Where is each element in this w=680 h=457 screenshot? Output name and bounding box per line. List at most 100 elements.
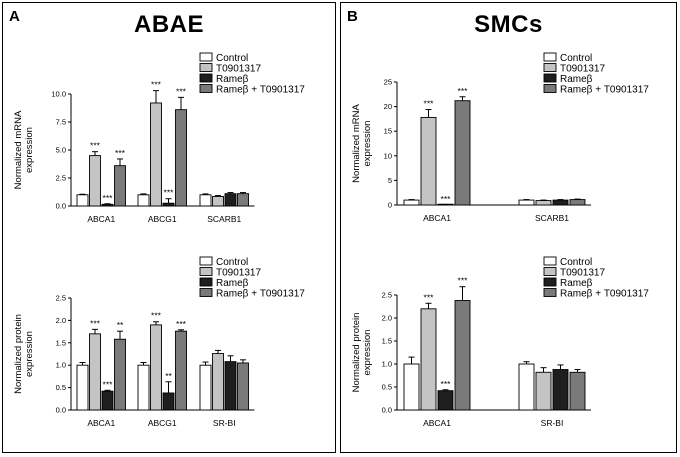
legend-label: Rameβ <box>216 278 249 289</box>
y-tick-label: 20 <box>384 102 392 111</box>
legend-swatch <box>199 277 213 287</box>
x-tick-label: SCARB1 <box>207 214 241 224</box>
legend-swatch <box>543 84 557 93</box>
legend-swatch <box>199 267 213 276</box>
significance-label: *** <box>458 86 469 96</box>
y-tick-label: 5.0 <box>56 146 66 155</box>
legend-swatch <box>199 63 213 72</box>
bar <box>89 155 101 207</box>
legend-label: Rameβ + T0901317 <box>560 289 649 300</box>
y-tick-label: 1.0 <box>56 361 66 370</box>
y-tick-label: 1.5 <box>382 337 392 346</box>
significance-label: *** <box>151 80 162 90</box>
y-tick-label: 1.0 <box>382 360 392 369</box>
y-tick-label: 2.5 <box>382 291 392 300</box>
y-tick-label: 0.0 <box>382 406 392 415</box>
legend-label: T0901317 <box>560 268 605 279</box>
bar <box>150 102 162 207</box>
bar <box>175 109 187 207</box>
bar <box>224 193 237 207</box>
bar <box>137 194 150 207</box>
legend-swatch <box>199 84 213 93</box>
panel-title: SMCs <box>474 11 543 38</box>
x-tick-label: SR-BI <box>213 418 236 428</box>
legend-swatch <box>543 256 557 266</box>
legend-label: Rameβ + T0901317 <box>560 85 649 96</box>
bar <box>437 203 454 206</box>
y-tick-label: 0.0 <box>56 202 66 211</box>
significance-label: *** <box>176 319 187 329</box>
bar <box>114 338 126 411</box>
legend-swatch <box>543 288 557 297</box>
significance-label: *** <box>441 194 452 204</box>
legend-swatch <box>543 63 557 72</box>
bar <box>237 193 249 207</box>
y-axis-label: expression <box>362 330 373 376</box>
legend-swatch <box>199 288 213 297</box>
legend-label: Rameβ + T0901317 <box>216 85 305 96</box>
y-tick-label: 2.0 <box>382 314 392 323</box>
legend-label: Rameβ <box>560 278 593 289</box>
x-tick-label: SR-BI <box>541 418 564 428</box>
legend-label: T0901317 <box>216 64 261 75</box>
legend-swatch <box>543 52 557 62</box>
legend-label: T0901317 <box>560 64 605 75</box>
bar <box>518 199 535 206</box>
y-axis-label: expression <box>362 121 373 167</box>
bar <box>437 390 454 411</box>
legend-label: Rameβ <box>216 74 249 85</box>
bar <box>137 364 150 411</box>
significance-label: *** <box>424 292 435 302</box>
y-tick-label: 25 <box>384 78 392 87</box>
legend-swatch <box>543 73 557 83</box>
bar <box>569 371 586 411</box>
panel-letter: B <box>347 8 358 25</box>
y-tick-label: 0.5 <box>56 383 66 392</box>
significance-label: *** <box>424 99 435 109</box>
y-axis-label: expression <box>24 331 35 377</box>
legend-swatch <box>543 277 557 287</box>
bar <box>212 196 224 207</box>
y-axis-label: expression <box>24 127 35 173</box>
bar <box>101 203 114 207</box>
legend-label: Control <box>560 53 592 64</box>
bar <box>212 353 224 411</box>
y-tick-label: 15 <box>384 127 392 136</box>
y-tick-label: 5 <box>388 176 392 185</box>
bar <box>76 364 89 411</box>
bar <box>454 300 471 411</box>
x-tick-label: ABCG1 <box>148 214 177 224</box>
bar <box>199 364 212 411</box>
bar <box>552 199 569 206</box>
bar <box>569 199 586 206</box>
significance-label: *** <box>90 318 101 328</box>
y-axis-label: Normalized protein <box>351 313 362 393</box>
bar <box>552 369 569 411</box>
legend-swatch <box>543 267 557 276</box>
legend-swatch <box>199 256 213 266</box>
bar <box>518 363 535 411</box>
y-tick-label: 2.5 <box>56 174 66 183</box>
bar <box>224 361 237 411</box>
y-tick-label: 10 <box>384 151 392 160</box>
x-tick-label: ABCA1 <box>423 418 451 428</box>
significance-label: *** <box>458 276 469 286</box>
significance-label: *** <box>441 379 452 389</box>
legend-label: Control <box>216 53 248 64</box>
legend-label: Control <box>216 257 248 268</box>
bar <box>535 371 552 411</box>
panel-b: B SMCs Control T0901317 Rameβ Rameβ + T0901… <box>340 2 677 453</box>
bar <box>175 330 187 411</box>
significance-label: *** <box>115 148 126 158</box>
bar <box>76 194 89 207</box>
bar <box>150 324 162 411</box>
bar <box>101 390 114 411</box>
x-tick-label: ABCA1 <box>87 214 115 224</box>
bar <box>535 200 552 206</box>
bar <box>114 165 126 207</box>
y-tick-label: 0.5 <box>382 383 392 392</box>
